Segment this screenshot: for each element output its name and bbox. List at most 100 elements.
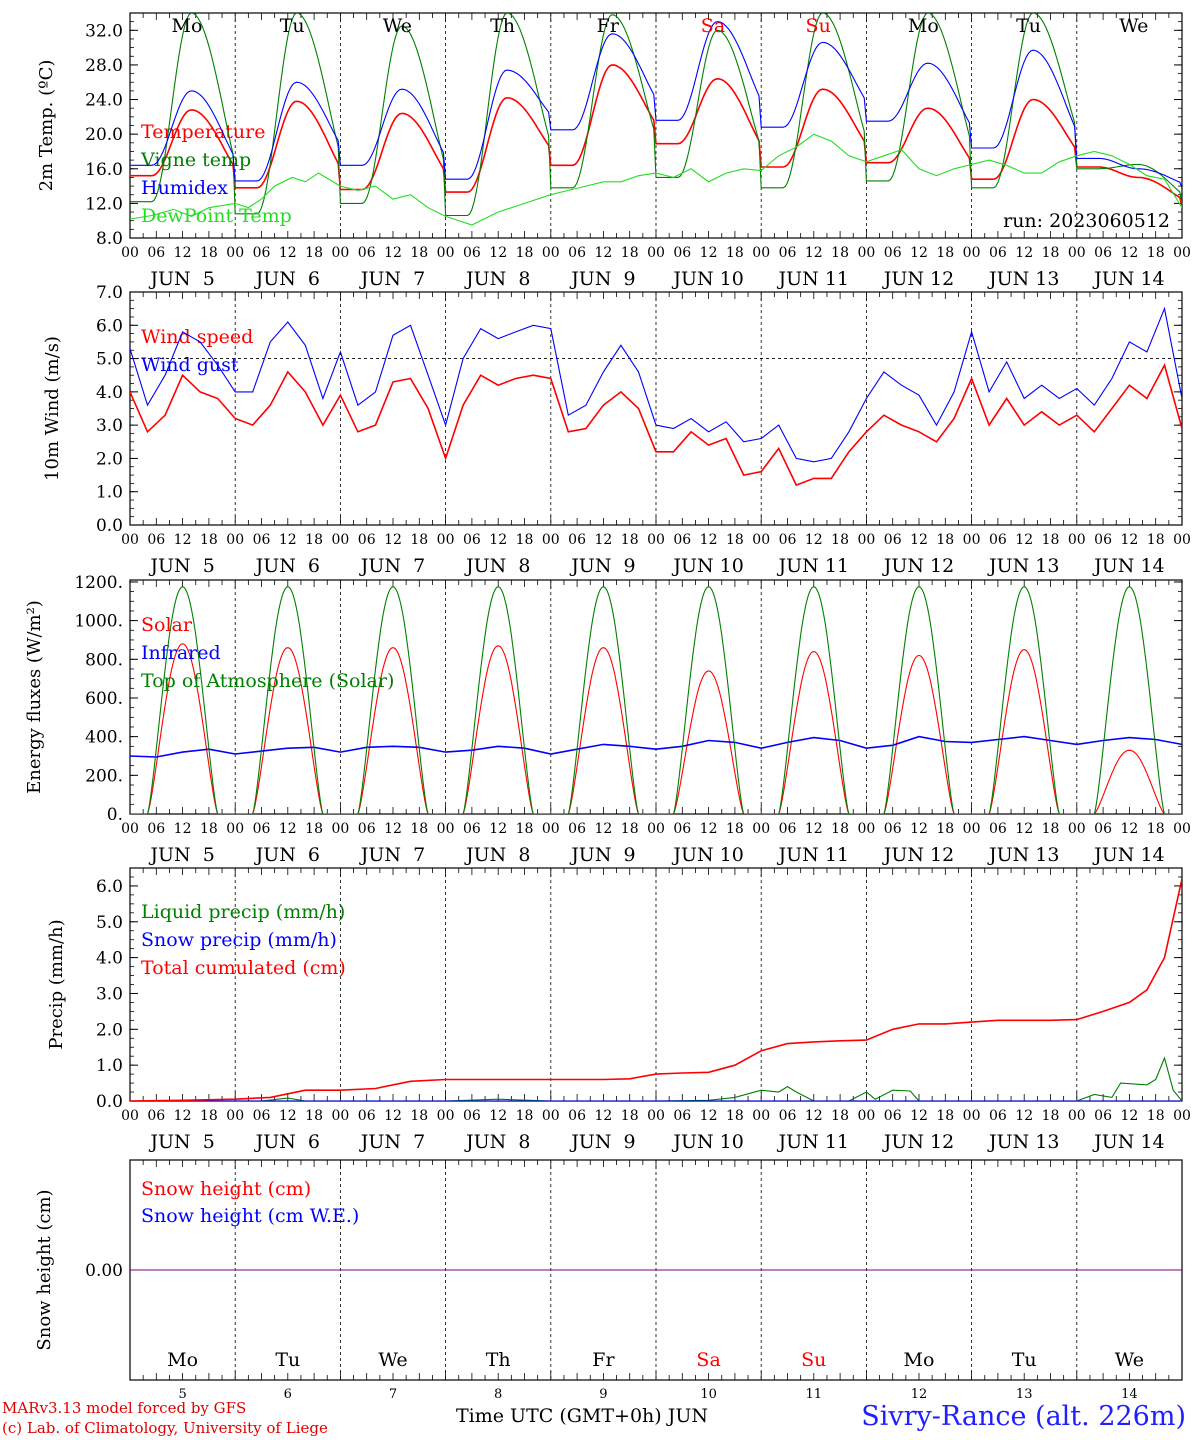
legend-entry: Snow height (cm)	[141, 1178, 311, 1200]
x-hour-label: 00	[226, 821, 244, 837]
x-hour-label: 12	[1015, 1108, 1033, 1124]
x-date-label: JUN 12	[882, 268, 954, 290]
x-hour-label: 12	[594, 532, 612, 548]
weekday-label: Sa	[701, 15, 725, 37]
x-hour-label: 06	[463, 532, 481, 548]
x-hour-label: 00	[963, 1108, 981, 1124]
x-hour-label: 00	[963, 821, 981, 837]
x-hour-label: 06	[358, 821, 376, 837]
y-tick-label: 800.	[85, 650, 123, 670]
x-hour-label: 00	[647, 1108, 665, 1124]
y-tick-label: 28.0	[85, 56, 123, 76]
x-hour-label: 06	[673, 1108, 691, 1124]
x-hour-label: 18	[1042, 532, 1060, 548]
x-hour-label: 18	[831, 821, 849, 837]
x-date-label: JUN 6	[254, 1131, 320, 1153]
weekday-label: Th	[490, 15, 515, 37]
x-date-label: JUN 9	[569, 844, 635, 866]
series-line-vigne-temp	[130, 13, 1182, 217]
x-hour-label: 00	[1068, 1108, 1086, 1124]
weekday-label: Su	[801, 1349, 826, 1371]
x-hour-label: 06	[147, 532, 165, 548]
y-tick-label: 32.0	[85, 21, 123, 41]
x-hour-label: 00	[1173, 245, 1191, 261]
x-hour-label: 12	[174, 245, 192, 261]
y-tick-label: 0.0	[96, 1092, 123, 1112]
y-tick-label: 5.0	[96, 913, 123, 933]
y-tick-label: 0.00	[85, 1261, 123, 1281]
series-line-solar	[130, 643, 1182, 814]
x-hour-label: 12	[700, 532, 718, 548]
x-hour-label: 06	[568, 245, 586, 261]
y-axis-label: 10m Wind (m/s)	[42, 336, 63, 481]
day-number-label: 9	[599, 1387, 607, 1402]
x-hour-label: 12	[279, 245, 297, 261]
day-number-label: 7	[389, 1387, 397, 1402]
day-number-label: 8	[494, 1387, 502, 1402]
x-date-label: JUN 14	[1092, 268, 1164, 290]
weekday-label: Tu	[280, 15, 305, 37]
x-hour-label: 12	[1120, 1108, 1138, 1124]
weekday-label: Tu	[1012, 1349, 1037, 1371]
x-hour-label: 18	[200, 1108, 218, 1124]
x-hour-label: 18	[726, 532, 744, 548]
x-hour-label: 00	[963, 245, 981, 261]
legend-entry: DewPoint Temp	[141, 205, 292, 227]
x-hour-label: 00	[121, 245, 139, 261]
x-date-label: JUN 5	[148, 1131, 214, 1153]
x-date-label: JUN 7	[359, 268, 425, 290]
x-hour-label: 00	[1173, 1108, 1191, 1124]
day-number-label: 10	[700, 1387, 717, 1402]
x-hour-label: 18	[410, 245, 428, 261]
chart-panel-snow: 0.00 Snow height (cm) Snow height (cm) Snow…	[34, 1159, 1183, 1402]
x-date-label: JUN 8	[464, 268, 530, 290]
weekday-label: We	[1119, 15, 1148, 37]
x-hour-label: 12	[489, 532, 507, 548]
x-hour-label: 18	[621, 821, 639, 837]
x-hour-label: 18	[305, 532, 323, 548]
x-hour-label: 12	[805, 245, 823, 261]
y-tick-label: 200.	[85, 766, 123, 786]
y-tick-label: 400.	[85, 728, 123, 748]
y-axis-label: Snow height (cm)	[34, 1189, 55, 1350]
y-tick-label: 4.0	[96, 949, 123, 969]
x-hour-label: 12	[910, 821, 928, 837]
x-date-label: JUN 12	[882, 555, 954, 577]
y-tick-label: 12.0	[85, 194, 123, 214]
x-hour-label: 18	[410, 532, 428, 548]
weekday-label: Mo	[172, 15, 203, 37]
y-tick-label: 1000.	[74, 612, 123, 632]
x-hour-label: 18	[1042, 821, 1060, 837]
day-number-label: 6	[284, 1387, 292, 1402]
x-hour-label: 00	[1173, 821, 1191, 837]
legend-entry: Infrared	[141, 642, 221, 664]
x-hour-label: 06	[884, 821, 902, 837]
chart-panel-wind: 0.0 1.0 2.0 3.0 4.0 5.0 6.0 7.0 10m Wind (m/s) Wi…	[42, 283, 1191, 577]
x-hour-label: 06	[358, 245, 376, 261]
x-hour-label: 00	[1068, 245, 1086, 261]
x-hour-label: 18	[1042, 1108, 1060, 1124]
legend-entry: Snow precip (mm/h)	[141, 929, 337, 951]
x-hour-label: 00	[331, 821, 349, 837]
x-hour-label: 12	[384, 532, 402, 548]
weekday-label: We	[378, 1349, 407, 1371]
x-hour-label: 12	[594, 1108, 612, 1124]
x-hour-label: 06	[253, 245, 271, 261]
x-hour-label: 12	[1120, 245, 1138, 261]
x-date-label: JUN 9	[569, 1131, 635, 1153]
x-hour-label: 06	[779, 532, 797, 548]
x-hour-label: 06	[779, 1108, 797, 1124]
y-tick-label: 24.0	[85, 91, 123, 111]
y-tick-label: 3.0	[96, 984, 123, 1004]
legend-entry: Wind speed	[141, 326, 253, 348]
x-hour-label: 18	[831, 532, 849, 548]
x-hour-label: 12	[594, 821, 612, 837]
day-number-label: 5	[178, 1387, 186, 1402]
x-hour-label: 18	[726, 1108, 744, 1124]
x-date-label: JUN 10	[671, 1131, 743, 1153]
x-date-label: JUN 13	[987, 555, 1059, 577]
x-hour-label: 12	[174, 1108, 192, 1124]
x-hour-label: 06	[1094, 532, 1112, 548]
x-hour-label: 12	[1015, 245, 1033, 261]
x-date-label: JUN 10	[671, 844, 743, 866]
